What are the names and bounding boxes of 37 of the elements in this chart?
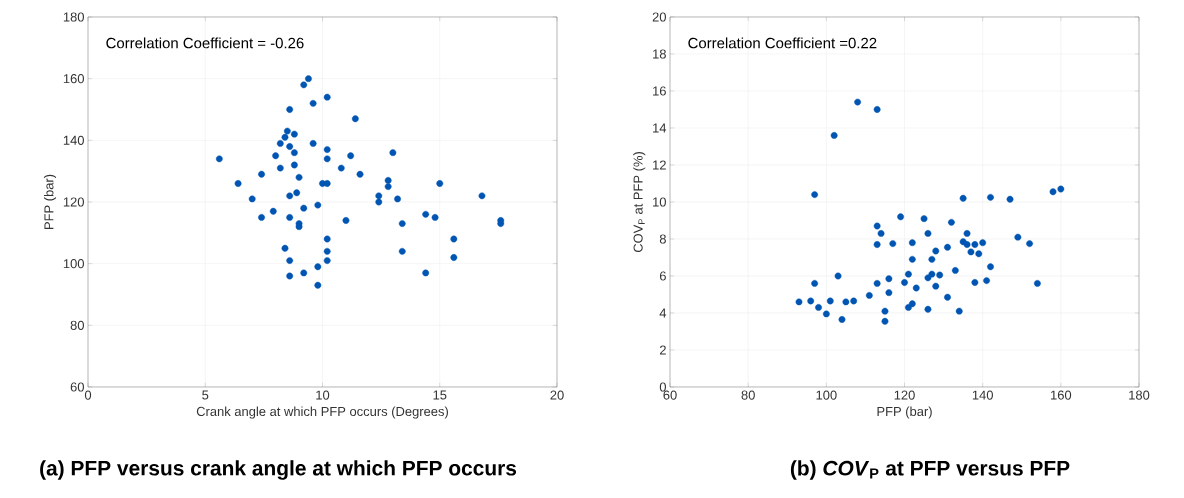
x-tick-label: 5 [202,390,209,400]
x-tick-label: 80 [741,390,755,400]
y-tick-label: 80 [70,320,84,330]
y-tick-label: 160 [63,74,84,84]
y-tick-label: 8 [659,234,666,244]
y-tick-label: 180 [63,12,84,22]
x-tick-label: 160 [1051,390,1072,400]
annotation: Correlation Coefficient =0.22 [688,37,877,49]
y-tick-label: 12 [653,160,666,170]
y-axis-title: PFP (bar) [43,174,57,229]
y-tick-label: 10 [653,197,666,207]
x-tick-label: 10 [316,390,330,400]
y-tick-label: 4 [659,308,667,318]
x-tick-label: 20 [550,390,564,400]
y-axis-title: COV$_{P}$ at PFP (%) [633,152,646,253]
y-tick-label: 20 [652,12,666,22]
x-axis-title: Crank angle at which PFP occurs (Degrees) [196,406,448,419]
x-axis-title: PFP (bar) [877,406,932,419]
x-tick-label: 120 [894,390,915,400]
y-tick-label: 16 [653,86,666,96]
x-tick-label: 180 [1129,390,1150,400]
y-tick-label: 140 [63,135,84,145]
text: (b) COV$_{P}$ at PFP versus PFP [790,460,1070,480]
y-tick-label: 14 [653,123,667,133]
annotation: Correlation Coefficient = -0.26 [106,37,304,49]
text: (a) PFP versus crank angle at which PFP occurs [40,460,517,480]
y-tick-label: 100 [63,259,84,269]
y-tick-label: 6 [659,271,666,281]
y-tick-label: 120 [63,197,84,207]
x-tick-label: 140 [972,390,993,400]
x-tick-label: 0 [84,390,92,400]
y-tick-label: 2 [659,345,666,355]
y-tick-label: 60 [70,382,84,392]
y-tick-label: 18 [653,49,666,59]
x-tick-label: 15 [433,390,447,400]
x-tick-label: 100 [816,390,837,400]
y-tick-label: 0 [659,382,666,392]
